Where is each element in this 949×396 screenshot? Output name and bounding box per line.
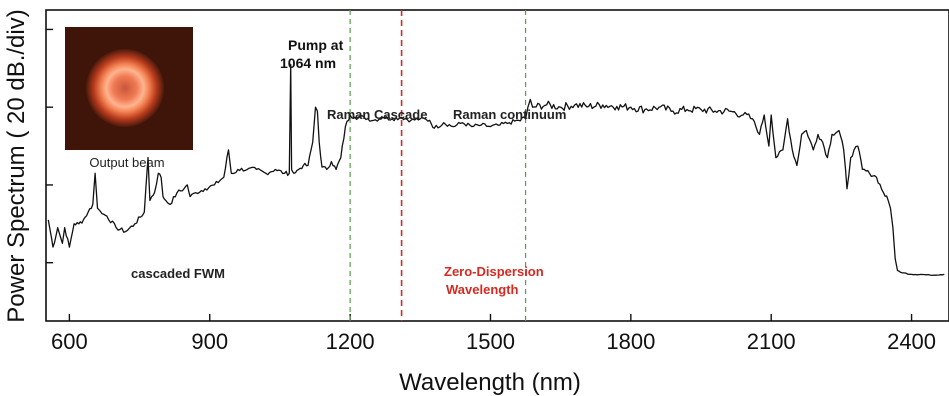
raman-cascade-label: Raman Cascade [327,107,427,122]
y-axis-title: Power Spectrum ( 20 dB./div) [3,9,30,322]
x-tick-label-600: 600 [51,329,88,354]
x-tick-label-1800: 1800 [606,329,655,354]
spectrum-line [47,63,945,277]
x-tick-label-1500: 1500 [466,329,515,354]
x-tick-label-1200: 1200 [326,329,375,354]
output-beam-spot [86,49,164,127]
raman-continuum-label: Raman continuum [453,107,566,122]
series-layer [47,63,945,277]
x-axis-title: Wavelength (nm) [399,369,581,396]
cascaded-fwm-label: cascaded FWM [131,266,225,281]
zdw-label-line2: Wavelength [446,282,519,297]
vertical-markers [349,10,527,321]
x-tick-label-2400: 2400 [887,329,936,354]
zdw-label-line1: Zero-Dispersion [444,264,544,279]
pump-label-line2: 1064 nm [280,55,336,71]
output-beam-caption: Output beam [89,155,164,170]
plot-frame [45,9,949,322]
x-tick-label-2100: 2100 [747,329,796,354]
pump-label-line1: Pump at [288,37,344,53]
x-tick-label-900: 900 [191,329,228,354]
y-axis-ticks [46,28,53,264]
output-beam-inset: Output beam [65,27,193,170]
x-axis-ticks: 600 900 1200 1500 1800 2100 2400 [51,314,936,354]
